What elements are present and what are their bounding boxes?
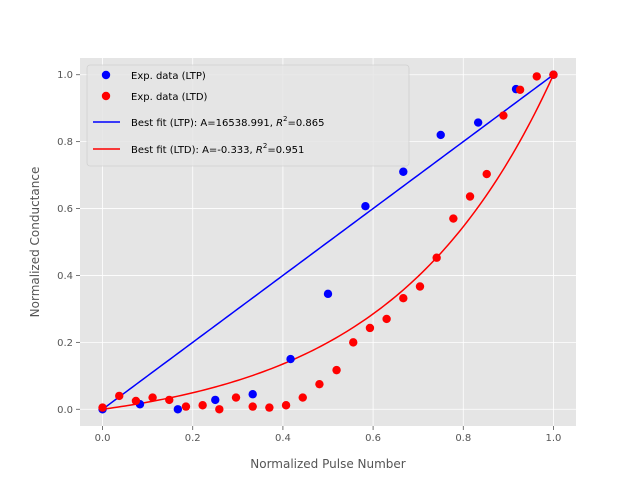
fit-line [102,74,555,411]
legend-marker [101,70,111,80]
y-tick-label: 0.4 [57,271,73,282]
data-point [231,393,241,402]
data-point [165,395,174,405]
data-point [332,365,341,375]
fit-line [102,74,554,410]
data-point [181,402,191,411]
legend-frame [86,64,410,167]
legend: Exp. data (LTP) Exp. data (LTD) Best fit (… [86,64,410,167]
data-point [473,118,483,127]
x-tick-label: 0.0 [95,433,111,444]
y-tick-label: 0.0 [57,405,73,416]
data-point [323,289,333,299]
y-tick-label: 0.2 [57,338,73,349]
data-point [315,379,324,389]
y-axis-label: Normalized Conductance [28,167,42,318]
data-point [198,401,207,410]
y-tick-label: 0.6 [57,204,73,215]
legend-label: Exp. data (LTP) [131,71,206,82]
x-axis-ticks: 0.0 0.2 0.4 0.6 0.8 1.0 [95,426,562,444]
data-point [515,85,525,94]
data-point [148,393,157,402]
data-point [286,354,295,364]
legend-item: Best fit (LTD): A=-0.333, R2=0.951 [93,142,304,156]
data-point [361,202,370,211]
y-tick-label: 1.0 [57,70,73,81]
data-point [365,323,375,333]
legend-item: Best fit (LTP): A=16538.991, R2=0.865 [93,115,325,129]
data-point [449,214,458,223]
data-point [382,314,391,324]
data-point [465,192,475,201]
x-axis-label: Normalized Pulse Number [250,457,406,471]
data-point [399,167,408,176]
legend-label: Best fit (LTP): A=16538.991, R2=0.865 [131,115,325,129]
data-point [281,401,291,410]
data-point [432,253,441,262]
legend-label: Best fit (LTD): A=-0.333, R2=0.951 [131,142,304,156]
data-point [173,405,183,414]
x-tick-label: 0.2 [185,433,201,444]
data-point [248,390,257,399]
data-point [532,72,541,81]
x-tick-label: 0.6 [365,433,381,444]
y-tick-label: 0.8 [57,137,73,148]
data-points [98,70,558,414]
legend-item: Exp. data (LTD) [101,91,208,103]
data-point [399,294,408,303]
data-point [248,402,257,411]
data-point [115,391,124,401]
data-point [482,169,491,179]
legend-item: Exp. data (LTP) [101,70,206,82]
data-point [549,70,558,79]
data-point [215,405,224,414]
legend-label: Exp. data (LTD) [131,92,208,103]
data-point [499,111,508,120]
data-point [415,282,425,291]
x-tick-label: 0.8 [455,433,471,444]
data-point [211,395,220,405]
x-tick-label: 0.4 [275,433,291,444]
data-point [131,396,141,406]
data-point [349,338,358,347]
data-point [265,403,274,412]
fit-lines [102,74,555,411]
data-point [298,393,307,402]
y-axis-ticks: 0.0 0.2 0.4 0.6 0.8 1.0 [57,70,80,416]
data-point [98,403,107,412]
x-tick-label: 1.0 [546,433,562,444]
legend-marker [101,91,111,101]
data-point [436,130,445,140]
